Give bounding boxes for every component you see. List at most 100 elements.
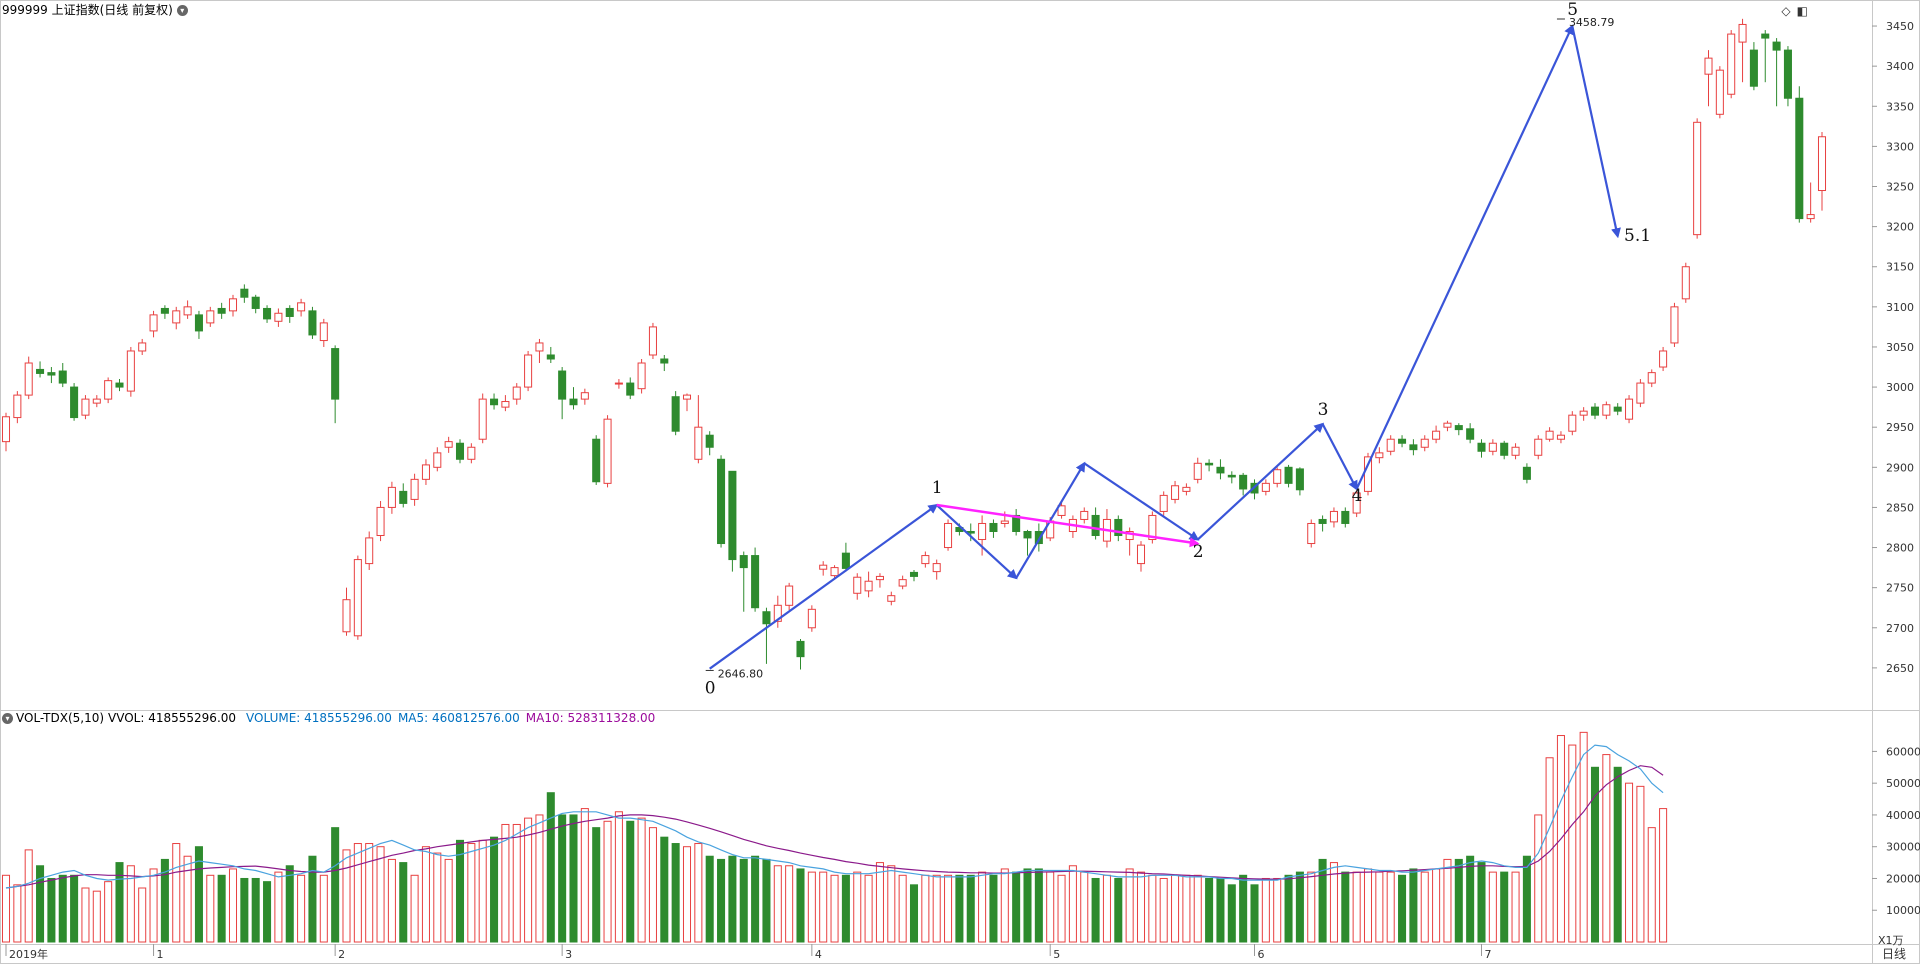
candle-up — [104, 380, 113, 400]
price-tick-label: 2650 — [1886, 662, 1914, 675]
volume-bar-up — [1420, 871, 1429, 943]
volume-tick-label: 60000 — [1886, 745, 1920, 758]
candle-up — [978, 522, 987, 541]
wave-arrow — [1571, 25, 1621, 239]
candle-down — [626, 382, 635, 396]
candle-down — [399, 490, 408, 504]
candle-up — [387, 486, 396, 508]
volume-bar-down — [1239, 874, 1248, 943]
candle-down — [728, 470, 737, 561]
candle-up — [1681, 266, 1690, 300]
price-tick-label: 2950 — [1886, 421, 1914, 434]
candle-down — [569, 398, 578, 406]
price-annotation: 3458.79 — [1569, 16, 1615, 29]
volume-bar-down — [1284, 874, 1293, 943]
volume-bar-down — [705, 855, 714, 943]
volume-tick-label: 20000 — [1886, 872, 1920, 885]
volume-bar-down — [796, 868, 805, 943]
volume-bar-up — [807, 871, 816, 943]
volume-bar-down — [841, 874, 850, 943]
volume-bar-up — [172, 843, 181, 943]
volume-bar-up — [1159, 877, 1168, 943]
volume-bar-up — [1625, 782, 1634, 943]
volume-tick-label: 40000 — [1886, 809, 1920, 822]
volume-bar-up — [297, 874, 306, 943]
volume-bar-down — [569, 814, 578, 943]
candle-down — [558, 370, 567, 400]
candle-up — [1556, 434, 1565, 440]
volume-bar-down — [217, 874, 226, 943]
x-tick-label: 2 — [338, 948, 345, 961]
candle-up — [183, 306, 192, 316]
volume-bar-up — [1386, 871, 1395, 943]
volume-bar-up — [921, 874, 930, 943]
window-toggle-icon[interactable]: ◧ — [1796, 4, 1808, 18]
volume-bar-up — [1488, 871, 1497, 943]
volume-bar-up — [342, 849, 351, 943]
price-tick-label: 3400 — [1886, 60, 1914, 73]
candle-up — [478, 398, 487, 440]
volume-bar-up — [1080, 871, 1089, 943]
volume-bar-down — [70, 874, 79, 943]
volume-bar-down — [240, 877, 249, 943]
candle-down — [36, 368, 45, 374]
indicator-menu-icon[interactable]: ▾ — [2, 713, 13, 724]
candle-up — [1534, 438, 1543, 456]
candle-up — [853, 576, 862, 594]
candle-down — [1284, 466, 1293, 484]
price-tick-label: 3150 — [1886, 261, 1914, 274]
volume-bar-down — [1454, 858, 1463, 943]
volume-bar-down — [36, 865, 45, 943]
volume-bar-up — [376, 846, 385, 943]
volume-bar-up — [1568, 744, 1577, 943]
price-tick-label: 3100 — [1886, 301, 1914, 314]
candle-up — [524, 354, 533, 388]
diamond-icon[interactable]: ◇ — [1781, 4, 1791, 18]
wave-arrow — [1197, 422, 1325, 541]
volume-bar-up — [138, 887, 147, 943]
candle-down — [217, 307, 226, 314]
x-tick-label: 3 — [565, 948, 572, 961]
price-tick-label: 3200 — [1886, 221, 1914, 234]
wave-arrow — [935, 504, 1018, 580]
candle-down — [1613, 406, 1622, 412]
volume-bar-up — [421, 846, 430, 943]
volume-bar-up — [1579, 731, 1588, 943]
volume-bar-down — [194, 846, 203, 943]
volume-bar-up — [353, 843, 362, 943]
volume-bar-down — [1114, 877, 1123, 943]
candle-down — [1409, 444, 1418, 451]
candle-up — [1602, 404, 1611, 416]
candle-up — [297, 302, 306, 312]
volume-bar-down — [1613, 766, 1622, 943]
candle-down — [1023, 530, 1032, 539]
candle-down — [331, 348, 340, 400]
volume-bar-up — [944, 874, 953, 943]
x-tick-label: 1 — [157, 948, 164, 961]
x-tick-label: 6 — [1258, 948, 1265, 961]
candle-up — [1545, 430, 1554, 440]
volume-bar-up — [512, 823, 521, 943]
candle-down — [240, 288, 249, 298]
candle-up — [24, 362, 33, 396]
candle-up — [444, 441, 453, 448]
volume-bar-up — [501, 823, 510, 943]
volume-bar-down — [115, 862, 124, 943]
volume-bar-up — [274, 871, 283, 943]
volume-bar-down — [1466, 855, 1475, 943]
volume-bar-up — [1136, 871, 1146, 943]
wave-label: 5 — [1567, 0, 1578, 20]
candle-up — [1261, 482, 1270, 492]
volume-bar-down — [263, 881, 272, 943]
volume-bar-up — [433, 852, 442, 943]
candle-down — [1239, 474, 1248, 490]
volume-bar-up — [126, 865, 135, 943]
ma5-line — [5, 744, 1664, 889]
chevron-down-icon[interactable]: ▾ — [176, 5, 188, 16]
volume-bar-down — [490, 836, 499, 943]
candle-down — [455, 442, 465, 460]
volume-bar-up — [898, 874, 907, 943]
volume-bar-down — [160, 858, 169, 943]
candle-up — [1171, 485, 1180, 500]
